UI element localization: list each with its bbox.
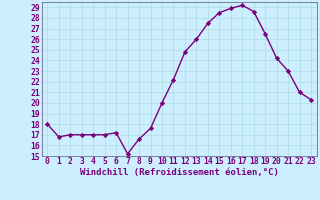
X-axis label: Windchill (Refroidissement éolien,°C): Windchill (Refroidissement éolien,°C) (80, 168, 279, 177)
